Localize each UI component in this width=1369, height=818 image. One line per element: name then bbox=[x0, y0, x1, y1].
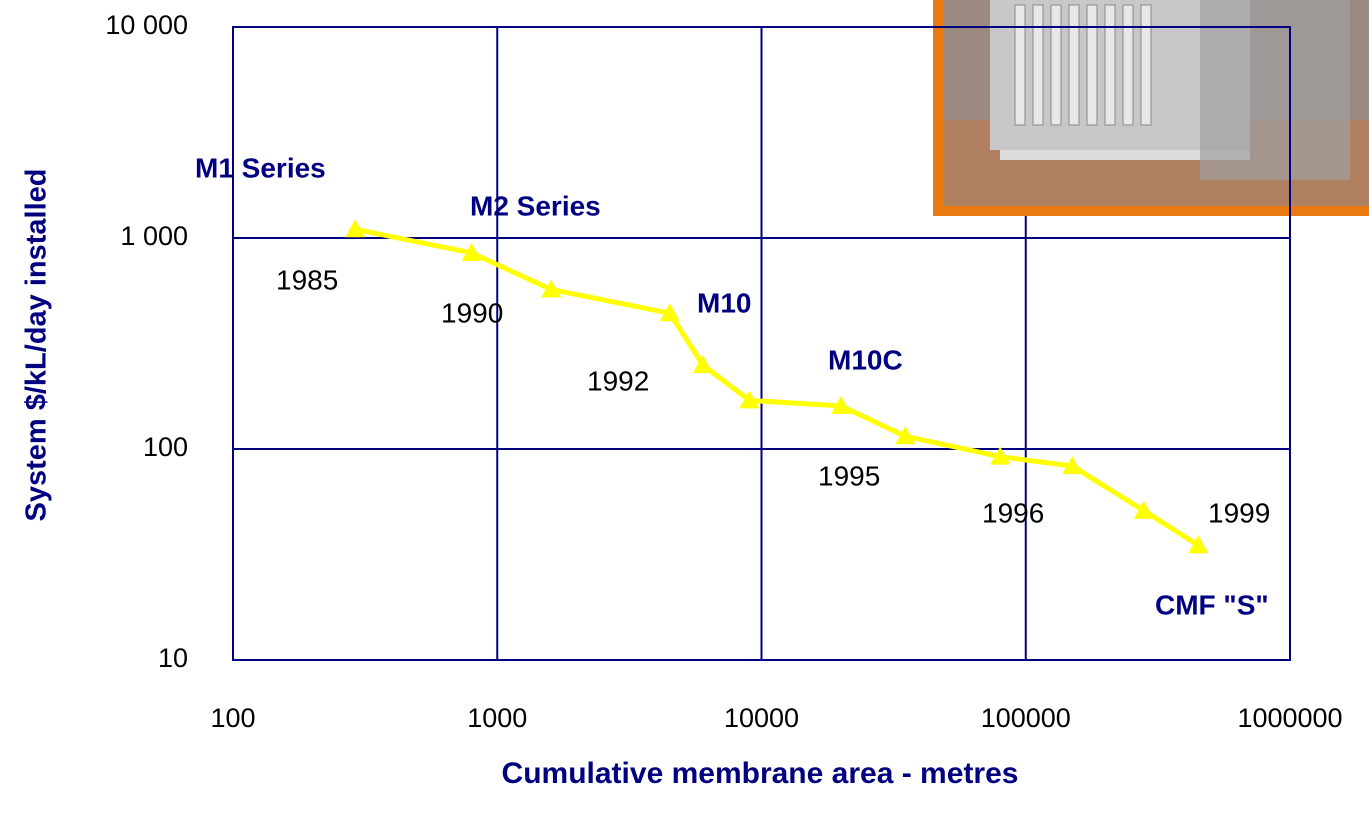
annotation: 1985 bbox=[276, 264, 338, 295]
data-point bbox=[1188, 535, 1209, 554]
x-tick-label: 1000 bbox=[467, 703, 527, 733]
data-point bbox=[461, 242, 482, 261]
data-point bbox=[659, 303, 680, 322]
data-point bbox=[345, 219, 366, 238]
annotation: CMF "S" bbox=[1155, 589, 1269, 620]
y-tick-label: 1 000 bbox=[120, 221, 188, 251]
data-line bbox=[354, 226, 1200, 548]
x-tick-label: 1000000 bbox=[1237, 703, 1342, 733]
annotation: M1 Series bbox=[195, 152, 326, 183]
x-axis-label: Cumulative membrane area - metres bbox=[502, 757, 1019, 790]
x-tick-label: 100 bbox=[210, 703, 255, 733]
annotation: 1990 bbox=[441, 297, 503, 328]
y-tick-label: 10 bbox=[158, 643, 188, 673]
x-tick-label: 10000 bbox=[724, 703, 799, 733]
data-point bbox=[541, 279, 562, 298]
plot-frame bbox=[232, 26, 1291, 661]
data-point bbox=[692, 355, 713, 374]
data-point bbox=[739, 390, 760, 409]
annotation: M10 bbox=[697, 287, 751, 318]
data-point bbox=[990, 446, 1011, 465]
annotation: M10C bbox=[828, 344, 903, 375]
annotation: 1996 bbox=[982, 497, 1044, 528]
annotation: M2 Series bbox=[470, 190, 601, 221]
y-tick-label: 100 bbox=[143, 432, 188, 462]
annotation: 1999 bbox=[1208, 497, 1270, 528]
data-point bbox=[1133, 500, 1154, 519]
y-axis-label: System $/kL/day installed bbox=[21, 169, 53, 522]
data-point bbox=[831, 395, 852, 414]
data-point bbox=[1062, 456, 1083, 475]
x-tick-label: 100000 bbox=[981, 703, 1071, 733]
annotation: 1992 bbox=[587, 365, 649, 396]
y-tick-label: 10 000 bbox=[105, 10, 188, 40]
data-point bbox=[895, 426, 916, 445]
annotation: 1995 bbox=[818, 460, 880, 491]
photo bbox=[933, 0, 1369, 216]
